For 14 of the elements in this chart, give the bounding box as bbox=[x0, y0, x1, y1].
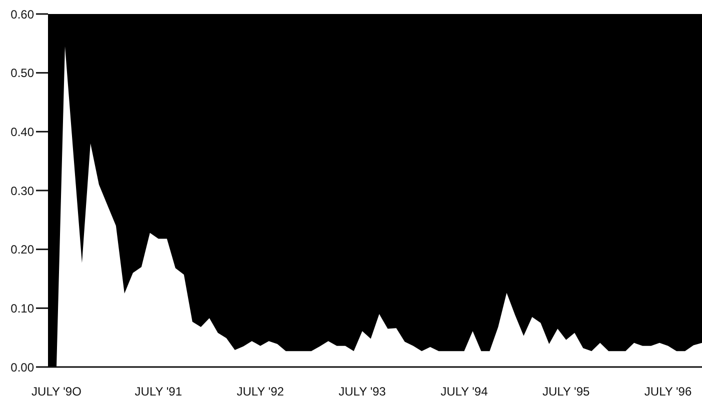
x-tick-label: JULY '93 bbox=[338, 384, 386, 399]
x-tick-label: JULY '94 bbox=[440, 384, 488, 399]
y-tick-label: 0.30 bbox=[10, 184, 34, 198]
x-tick-label: JULY '96 bbox=[644, 384, 692, 399]
y-tick-label: 0.40 bbox=[10, 124, 34, 139]
y-tick-label: 0.10 bbox=[10, 301, 34, 316]
y-tick-label: 0.00 bbox=[10, 360, 34, 374]
y-tick-label: 0.50 bbox=[10, 66, 34, 80]
x-tick-label: JULY '9O bbox=[32, 384, 82, 399]
x-tick-label: JULY '92 bbox=[236, 384, 284, 399]
x-tick-label: JULY '95 bbox=[542, 384, 590, 399]
y-tick-label: 0.20 bbox=[10, 242, 34, 257]
y-tick-label: 0.60 bbox=[10, 7, 34, 22]
x-tick-label: JULY '91 bbox=[134, 384, 182, 399]
